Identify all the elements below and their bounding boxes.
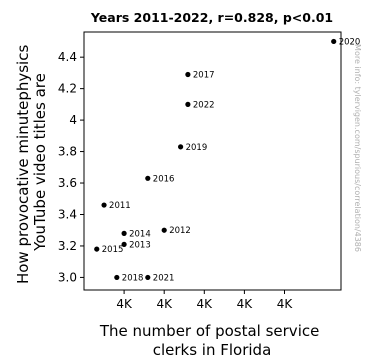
y-tick-label: 4 [69,113,77,127]
x-tick-label: 4K [197,297,214,311]
data-point-label: 2021 [153,273,175,283]
data-point-label: 2016 [153,174,175,184]
data-point [121,230,127,236]
x-tick-label: 4K [237,297,254,311]
x-axis-label-line-1: The number of postal service [99,322,319,340]
chart-title: Years 2011-2022, r=0.828, p<0.01 [90,10,333,25]
data-point-label: 2011 [109,201,131,211]
y-tick-label: 4.4 [58,50,77,64]
y-tick-label: 3.4 [58,207,77,221]
data-point [145,274,151,281]
y-axis-label-line-2: YouTube video titles are [31,73,49,252]
y-tick-label: 3.6 [58,176,77,190]
x-axis: 4K 4K 4K 4K 4K [116,290,293,311]
source-watermark: More info: tylervigen.com/spurious/corre… [353,44,362,252]
plot-area-frame [83,31,342,291]
x-tick-label: 4K [277,297,294,311]
data-point [114,274,120,281]
data-point [185,71,191,78]
data-point-label: 2012 [169,226,191,236]
x-tick-label: 4K [116,297,133,311]
y-tick-label: 3.2 [58,239,77,253]
data-point-label: 2014 [129,229,151,239]
y-tick-label: 3.8 [58,145,77,159]
data-point [185,101,191,107]
data-point-label: 2018 [122,273,144,283]
y-axis: 3.0 3.2 3.4 3.6 3.8 4 4.2 4.4 [58,50,84,284]
data-point-label: 2022 [193,100,215,110]
x-tick-label: 4K [156,297,173,311]
data-point-label: 2015 [102,245,124,255]
data-point [161,227,167,233]
y-tick-label: 4.2 [58,82,77,96]
y-axis-label: How provocative minutephysics YouTube vi… [14,40,49,284]
y-tick-label: 3.0 [58,270,77,284]
data-point-label: 2019 [186,143,208,153]
data-point-label: 2013 [129,240,151,250]
data-point [178,144,184,150]
data-point [94,246,100,252]
y-axis-label-line-1: How provocative minutephysics [14,45,32,284]
data-point [331,38,337,45]
x-axis-label-line-2: clerks in Florida [153,341,272,359]
x-axis-label: The number of postal service clerks in F… [99,322,324,359]
data-point-label: 2020 [339,37,361,47]
data-point [121,241,127,247]
data-point-label: 2017 [193,70,215,80]
data-point [145,175,151,181]
data-point [101,202,107,208]
